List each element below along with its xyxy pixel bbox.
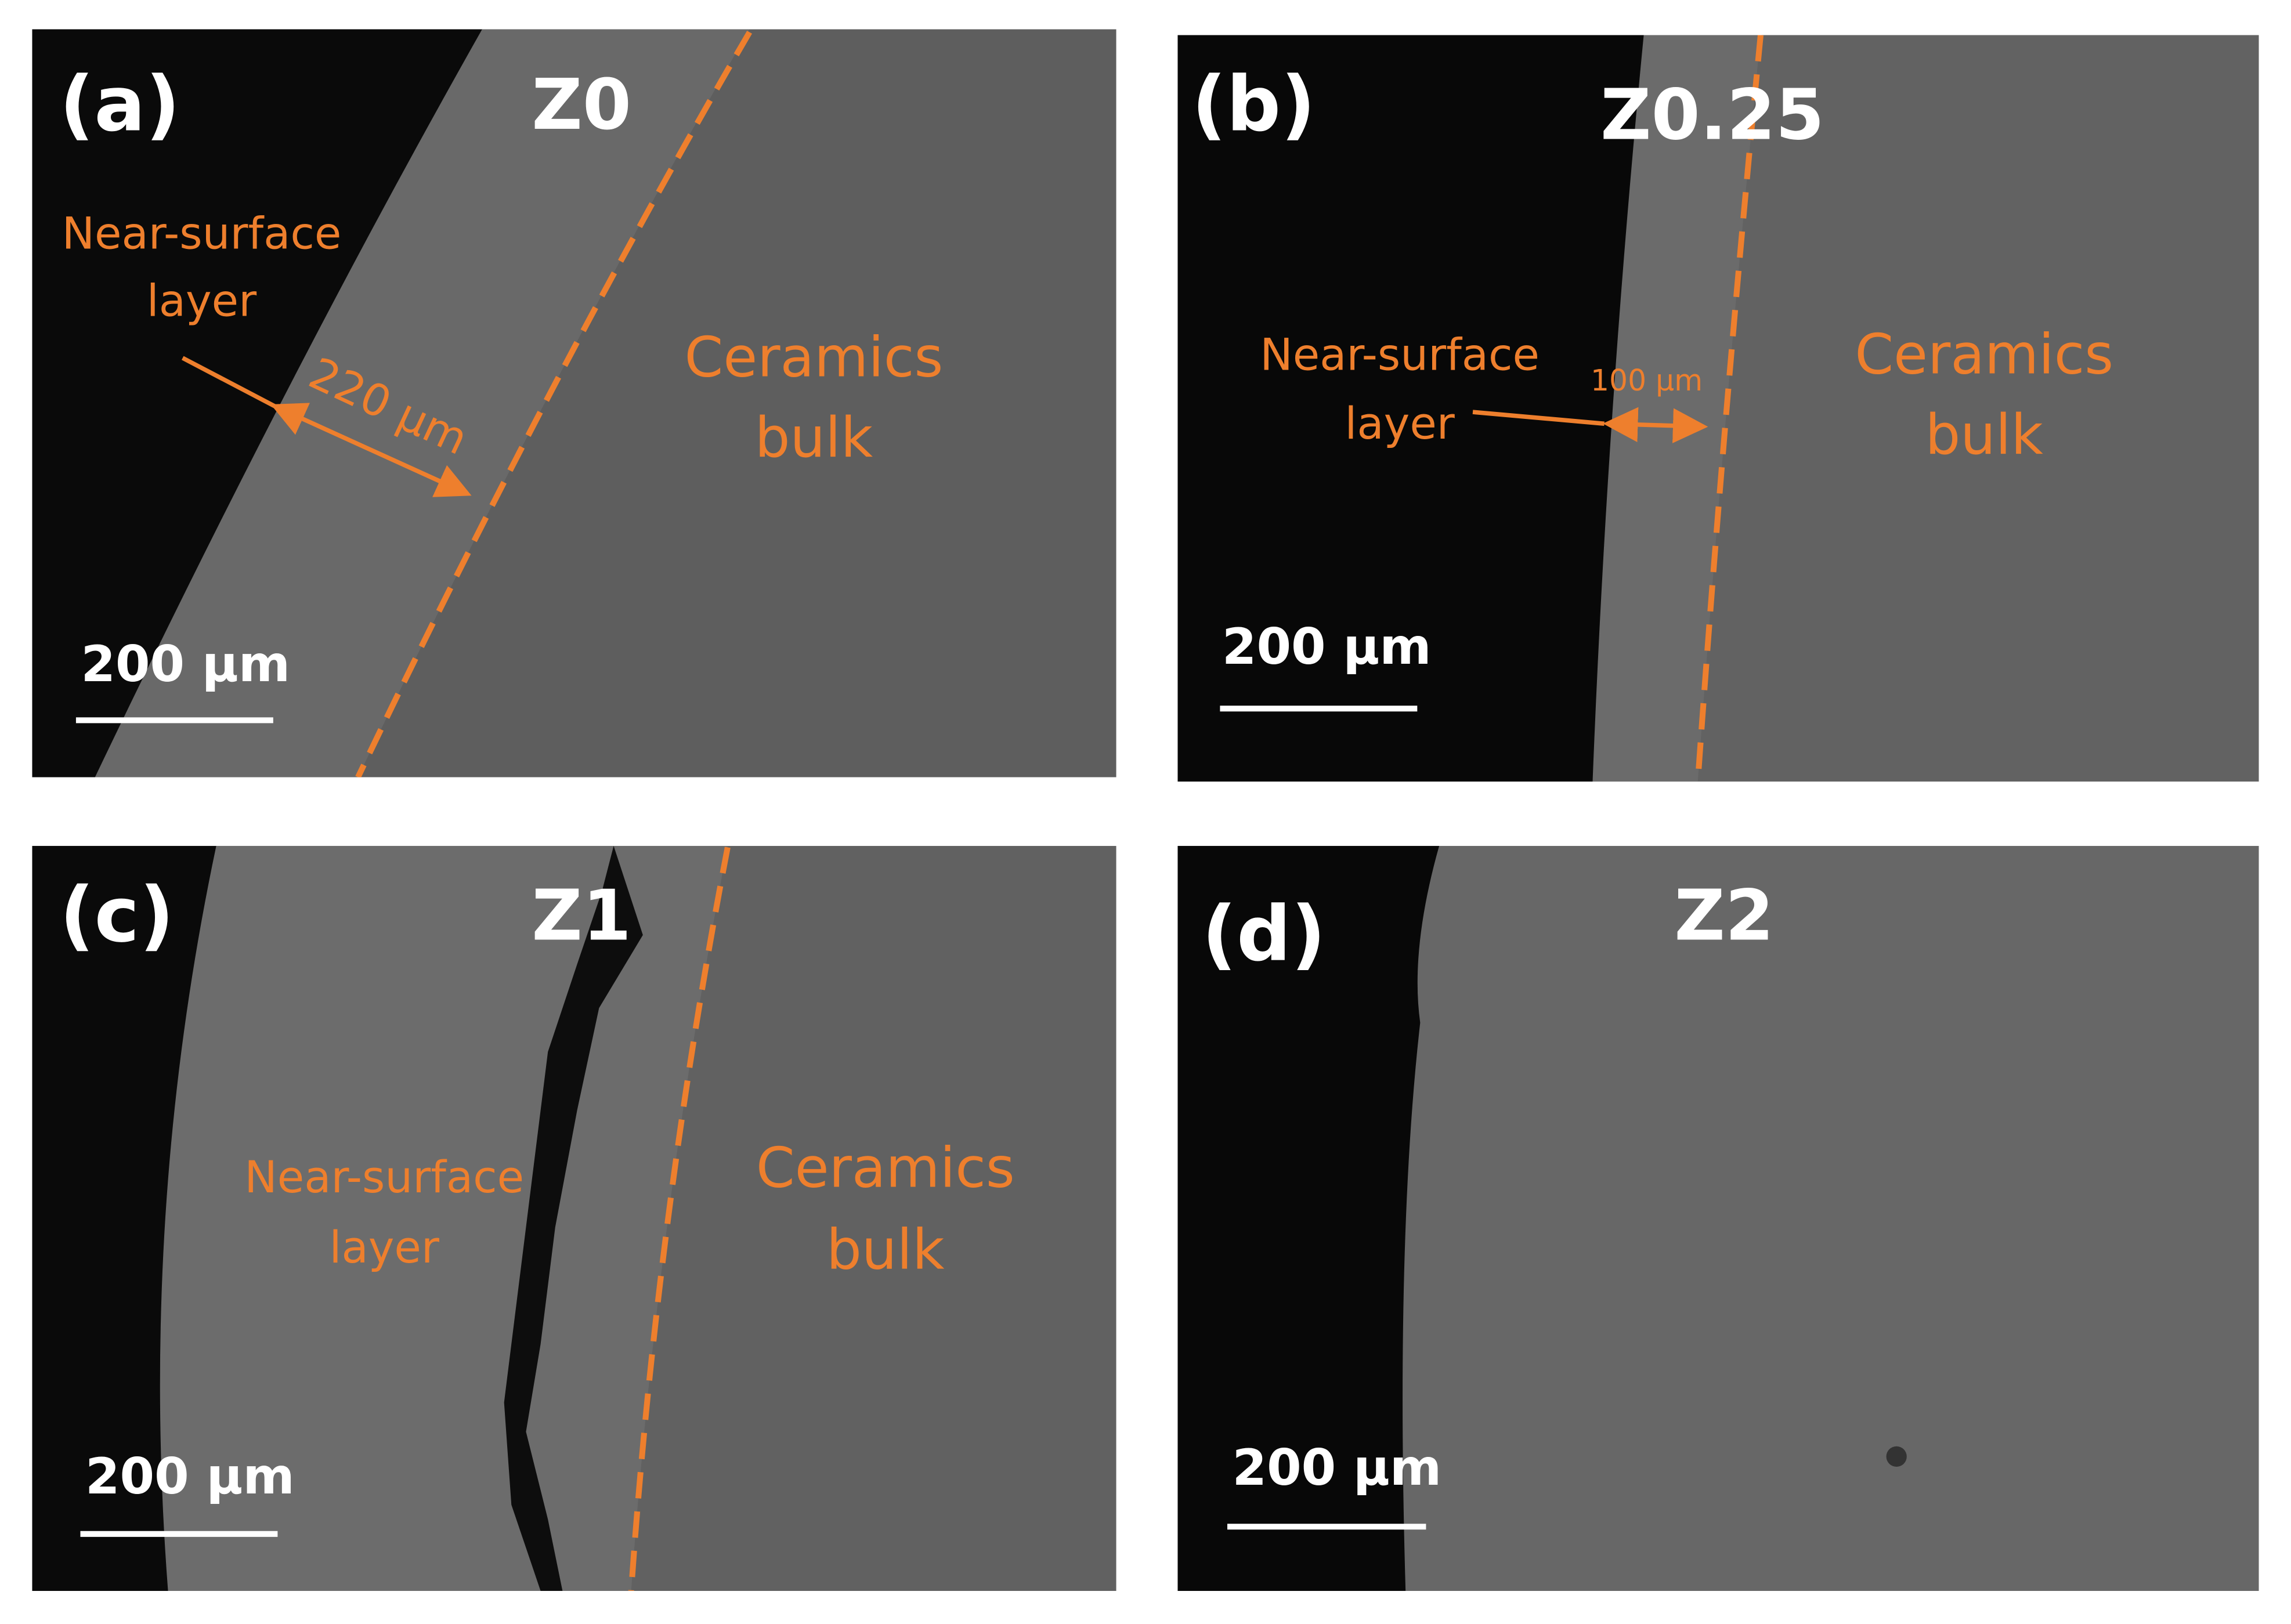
sample-name: Z1 [532,875,631,957]
bulk-text: bulk [755,405,873,470]
bulk-text: Ceramics [756,1135,1015,1200]
crack [504,845,643,1592]
layer-text: layer [1345,398,1455,449]
layer-text: layer [329,1222,439,1273]
pointer-line [1472,410,1605,426]
sample-name: Z0.25 [1600,74,1824,156]
bulk-text: bulk [826,1217,945,1282]
panel-c: (c) Z1 Near-surface layer Ceramics bulk … [32,845,1116,1592]
bulk-text: Ceramics [1855,321,2113,386]
panel-label: (d) [1202,889,1325,978]
panel-a: (a) Z0 Near-surface layer 220 µm Ceramic… [32,29,1116,777]
layer-text: Near-surface [62,208,342,259]
boundary-line [1694,35,1764,782]
thickness-arrow [1603,407,1708,443]
background-region [32,29,482,777]
layer-text: layer [147,275,257,326]
scale-text: 200 µm [81,636,290,693]
background-region [32,845,216,1592]
layer-text: Near-surface [244,1152,524,1203]
panel-label: (b) [1192,60,1316,149]
boundary-line [628,847,731,1592]
panel-b: (b) Z0.25 Near-surface layer 100 µm Cera… [1177,35,2259,782]
panel-label: (c) [60,870,174,959]
scale-text: 200 µm [85,1448,295,1506]
thickness-arrow [270,403,472,497]
boundary-line [355,30,753,777]
background-region [1177,845,1440,1592]
background-region [1177,35,1644,782]
thickness-text: 100 µm [1591,363,1703,397]
bulk-text: Ceramics [685,324,944,389]
scale-text: 200 µm [1233,1439,1442,1497]
sample-name: Z0 [532,64,631,146]
sample-name: Z2 [1674,875,1774,957]
bulk-text: bulk [1925,402,2044,467]
panel-d: (d) Z2 200 µm [1177,845,2259,1592]
scale-text: 200 µm [1222,619,1432,676]
pore [1886,1446,1907,1467]
panel-label: (a) [59,60,180,149]
pointer-line [181,356,276,408]
layer-text: Near-surface [1260,329,1540,380]
